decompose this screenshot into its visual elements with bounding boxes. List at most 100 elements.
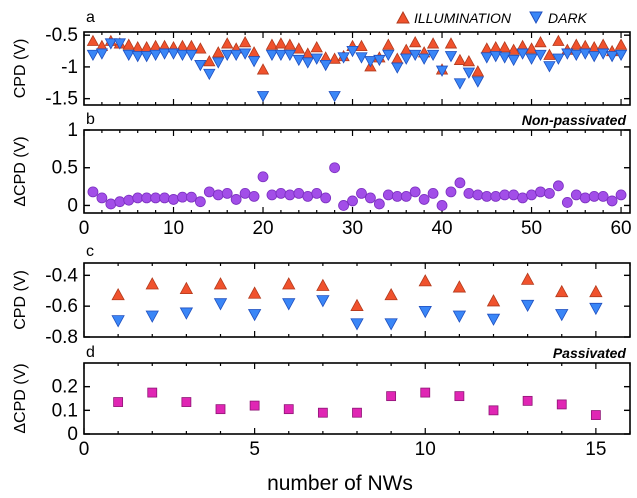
dark-point <box>221 49 234 62</box>
illumination-point <box>203 55 216 67</box>
panel-note: Non-passivated <box>522 112 627 128</box>
illumination-point <box>471 65 485 77</box>
dark-point <box>337 52 350 64</box>
illumination-point <box>596 38 610 50</box>
y-tick-label: 0 <box>67 195 78 216</box>
delta-cpd-point <box>445 186 457 198</box>
dark-point <box>364 56 377 68</box>
x-tick-label: 5 <box>249 439 260 460</box>
delta-cpd-point <box>472 189 484 201</box>
dark-point <box>435 65 449 77</box>
delta-cpd-point <box>526 189 537 201</box>
delta-cpd-point <box>221 187 233 199</box>
delta-cpd-point <box>588 190 600 202</box>
dark-point <box>489 51 502 63</box>
dark-point <box>543 61 556 73</box>
panel-letter: b <box>86 111 95 128</box>
panel-note: Passivated <box>553 345 627 361</box>
dark-point <box>534 49 547 62</box>
dark-point <box>498 52 511 64</box>
delta-cpd-point <box>352 407 362 418</box>
illumination-point <box>282 277 296 290</box>
x-tick-label: 50 <box>521 218 542 239</box>
delta-cpd-point <box>338 200 349 211</box>
delta-cpd-point <box>556 399 567 410</box>
illumination-point <box>256 63 270 75</box>
delta-cpd-point <box>454 391 465 402</box>
dark-point <box>247 309 262 322</box>
dark-point <box>283 49 297 62</box>
dark-point <box>596 48 610 60</box>
x-tick-label: 10 <box>415 439 436 460</box>
legend-dark-label: DARK <box>548 10 588 26</box>
dark-point <box>605 51 619 63</box>
delta-cpd-point <box>382 189 394 201</box>
y-axis-title: ΔCPD (V) <box>12 136 29 206</box>
delta-cpd-point <box>248 190 260 202</box>
panel-letter: a <box>86 9 95 26</box>
delta-cpd-point <box>590 410 601 420</box>
dark-point <box>301 57 314 69</box>
delta-cpd-point <box>597 190 609 202</box>
illumination-point <box>111 287 125 301</box>
illumination-point <box>418 274 432 287</box>
delta-cpd-point <box>147 387 158 398</box>
delta-cpd-point <box>400 190 412 202</box>
delta-cpd-point <box>194 196 206 208</box>
dark-point <box>373 54 386 67</box>
illumination-point <box>145 277 159 290</box>
y-tick-label: -0.6 <box>45 296 78 317</box>
delta-cpd-point <box>177 191 188 203</box>
dark-point <box>229 49 243 62</box>
delta-cpd-point <box>123 194 135 206</box>
delta-cpd-point <box>96 192 108 204</box>
delta-cpd-point <box>168 194 179 205</box>
y-tick-label: -0.8 <box>45 327 78 348</box>
delta-cpd-point <box>249 400 260 411</box>
illumination-point <box>238 35 252 48</box>
illumination-point <box>292 42 305 54</box>
delta-cpd-point <box>579 192 591 204</box>
y-tick-label: 0.2 <box>52 377 78 398</box>
y-axis-title: CPD (V) <box>12 270 29 330</box>
dark-point <box>111 315 125 328</box>
panel-letter: c <box>86 243 94 260</box>
x-tick-label: 30 <box>342 218 363 239</box>
delta-cpd-point <box>320 192 332 204</box>
dark-point <box>417 53 431 65</box>
illumination-point <box>355 39 368 51</box>
dark-point <box>391 62 404 74</box>
illumination-point <box>520 272 535 285</box>
illumination-point <box>589 284 603 298</box>
delta-cpd-point <box>463 187 475 199</box>
illumination-point <box>426 37 440 49</box>
delta-cpd-point <box>522 395 533 406</box>
illumination-point <box>179 281 194 295</box>
y-tick-label: 0.1 <box>52 400 78 421</box>
dark-point <box>176 49 189 62</box>
delta-cpd-point <box>186 191 197 203</box>
delta-cpd-point <box>113 397 124 407</box>
delta-cpd-point <box>257 171 269 183</box>
delta-cpd-point <box>302 190 314 202</box>
illumination-point <box>328 52 341 64</box>
delta-cpd-point <box>561 197 573 208</box>
dark-point <box>480 52 493 64</box>
panel-letter: d <box>86 344 95 361</box>
illumination-point <box>283 38 297 50</box>
illumination-point <box>555 284 569 298</box>
illumination-point <box>310 41 323 53</box>
delta-cpd-point <box>347 195 358 207</box>
delta-cpd-point <box>544 187 555 199</box>
delta-cpd-point <box>293 187 305 199</box>
illumination-point <box>409 35 422 48</box>
delta-cpd-point <box>215 404 226 415</box>
illumination-point <box>212 46 225 58</box>
dark-point <box>350 318 364 331</box>
plot-frame <box>83 362 631 435</box>
delta-cpd-point <box>409 186 421 198</box>
y-tick-label: -1 <box>61 57 78 78</box>
dark-point <box>158 48 171 60</box>
illumination-point <box>194 42 207 54</box>
delta-cpd-point <box>373 198 385 210</box>
